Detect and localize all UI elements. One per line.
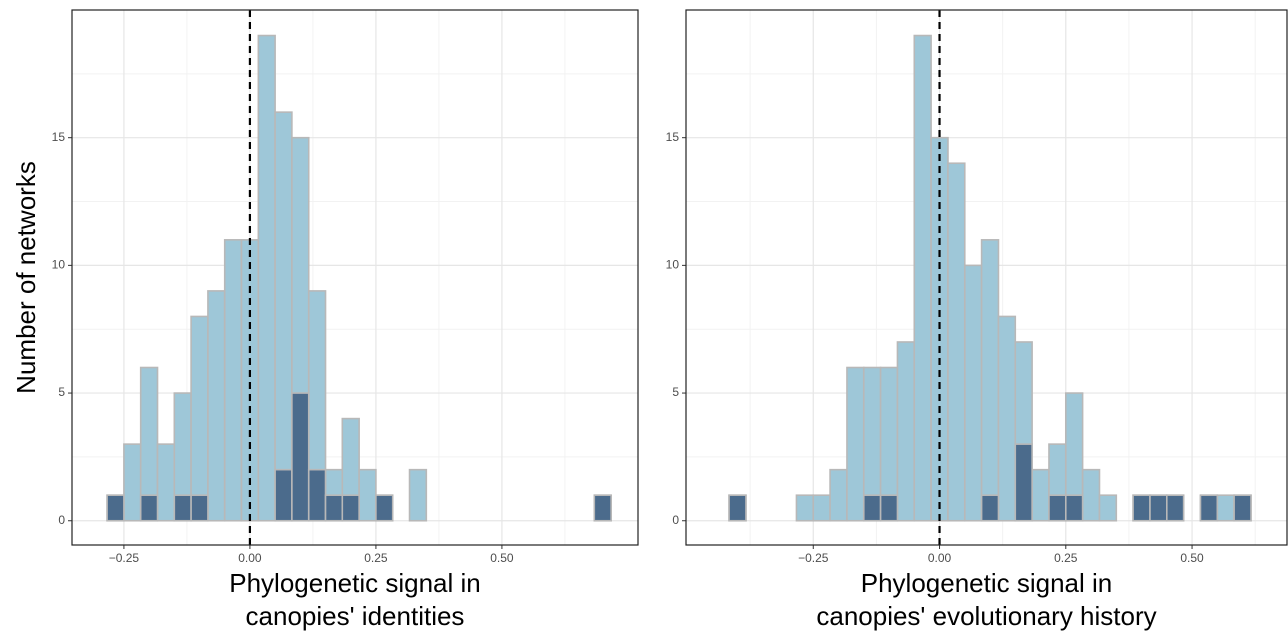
bar	[1216, 494, 1235, 522]
bar	[156, 443, 176, 522]
bar	[123, 443, 142, 522]
y-tick-label: 10	[52, 258, 66, 272]
bar	[1031, 468, 1050, 522]
bar	[1014, 443, 1033, 522]
bar	[408, 468, 428, 522]
x-axis-title: canopies' evolutionary history	[816, 601, 1156, 631]
y-axis-title: Number of networks	[11, 161, 41, 394]
panel: 0 5 10 15 −0.25 0.00 0.25 0.50 Phylogenetic sign…	[11, 9, 639, 631]
panel-border	[71, 9, 639, 546]
bar	[913, 34, 932, 522]
bar	[257, 34, 276, 522]
bar	[728, 494, 747, 522]
x-tick-label: 0.25	[364, 551, 388, 565]
bar	[1132, 494, 1151, 522]
x-axis-title: Phylogenetic signal in	[229, 568, 481, 598]
bar	[1098, 494, 1118, 522]
y-tick-label: 5	[58, 385, 65, 399]
y-tick-label: 0	[672, 513, 679, 527]
x-tick-label: −0.25	[109, 551, 140, 565]
bar	[879, 494, 899, 522]
x-tick-label: 0.50	[490, 551, 514, 565]
bar	[997, 315, 1017, 522]
bar	[846, 366, 865, 522]
bar	[812, 494, 831, 522]
bar	[593, 494, 612, 522]
bar	[1048, 494, 1067, 522]
y-tick-label: 10	[666, 258, 680, 272]
bar	[341, 494, 360, 522]
bar	[1149, 494, 1168, 522]
bar	[190, 494, 209, 522]
x-tick-label: 0.00	[928, 551, 952, 565]
y-tick-label: 15	[52, 130, 66, 144]
bar	[358, 468, 377, 522]
bar	[1199, 494, 1219, 522]
bar	[1081, 468, 1101, 522]
bar	[274, 468, 293, 522]
bar	[106, 494, 125, 522]
y-tick-label: 5	[672, 385, 679, 399]
bar	[795, 494, 815, 522]
x-tick-label: 0.00	[238, 551, 262, 565]
bar	[980, 239, 1000, 522]
bar	[274, 111, 293, 522]
bar	[207, 290, 226, 522]
y-tick-label: 15	[666, 130, 680, 144]
bar	[139, 494, 159, 522]
panel: 0 5 10 15 −0.25 0.00 0.25 0.50 Phylogenetic sign…	[666, 9, 1288, 631]
bar	[291, 392, 310, 522]
bar	[324, 494, 344, 522]
x-axis-title: Phylogenetic signal in	[861, 568, 1113, 598]
x-tick-label: 0.50	[1180, 551, 1204, 565]
panel-border	[685, 9, 1288, 546]
bar	[173, 494, 192, 522]
bar	[947, 162, 966, 522]
bar	[862, 494, 882, 522]
bar	[307, 468, 327, 522]
bar	[963, 264, 983, 522]
bar	[375, 494, 394, 522]
bar	[829, 468, 848, 522]
x-axis-title: canopies' identities	[246, 601, 465, 631]
bar	[223, 239, 243, 522]
bar	[980, 494, 1000, 522]
x-tick-label: −0.25	[798, 551, 829, 565]
bar	[896, 341, 916, 522]
y-tick-label: 0	[58, 513, 65, 527]
bar	[1166, 494, 1185, 522]
bar	[1233, 494, 1252, 522]
bar	[190, 315, 209, 522]
bar	[1064, 494, 1084, 522]
x-tick-label: 0.25	[1054, 551, 1078, 565]
